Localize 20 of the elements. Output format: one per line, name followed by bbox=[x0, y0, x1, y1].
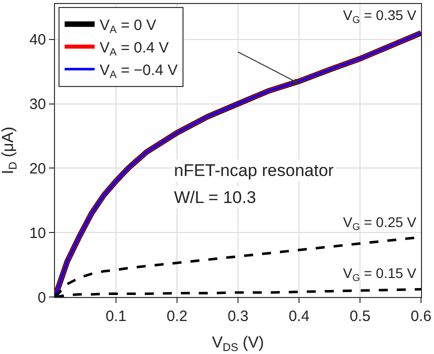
y-tick-label: 0 bbox=[38, 289, 46, 306]
annotation: V$_{G}$ = 0.35 V bbox=[343, 7, 418, 26]
x-tick-label: 0.1 bbox=[106, 308, 126, 325]
y-tick-label: 30 bbox=[29, 96, 46, 114]
x-tick-label: 0.2 bbox=[166, 308, 188, 325]
x-tick-label: 0.4 bbox=[288, 308, 310, 325]
y-tick-label: 10 bbox=[29, 224, 46, 242]
x-axis-title: V$_{DS}$ (V) bbox=[212, 334, 264, 354]
x-tick-label: 0.5 bbox=[350, 308, 370, 325]
annotation: V$_{G}$ = 0.25 V bbox=[343, 214, 418, 233]
legend-label: V$_{A}$ = 0.4 V bbox=[100, 40, 169, 59]
legend-label: V$_{A}$ = 0 V bbox=[100, 17, 156, 36]
y-tick-label: 20 bbox=[29, 160, 46, 178]
legend-label: V$_{A}$ = −0.4 V bbox=[100, 62, 178, 82]
x-tick-label: 0.6 bbox=[410, 308, 432, 325]
annotation: V$_{G}$ = 0.15 V bbox=[343, 265, 418, 284]
annotation: nFET-ncap resonator bbox=[174, 161, 334, 180]
annotation: W/L = 10.3 bbox=[174, 188, 256, 207]
y-tick-label: 40 bbox=[29, 32, 46, 49]
x-tick-label: 0.3 bbox=[228, 308, 248, 325]
